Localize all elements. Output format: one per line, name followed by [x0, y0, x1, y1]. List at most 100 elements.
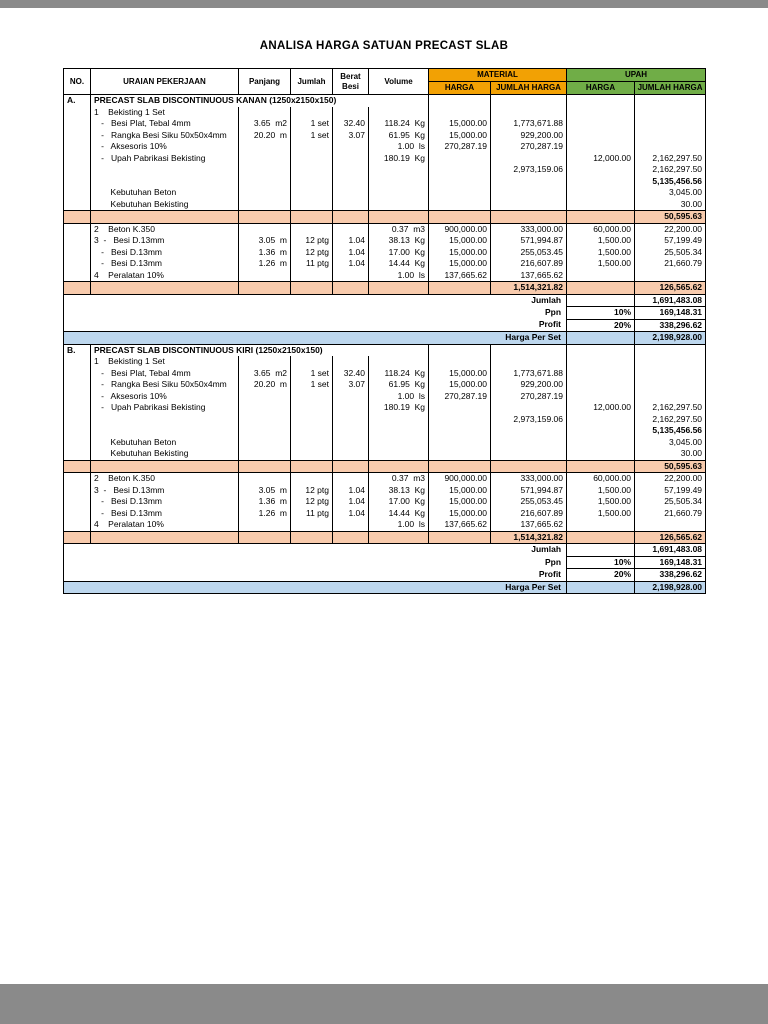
table-row: - Besi D.13mm 1.26 m 11 ptg 1.04 14.44 Kg 15,… [63, 258, 707, 270]
cell-upah-jumlah-harga: 3,045.00 [634, 436, 707, 448]
cell-no [63, 198, 91, 211]
table-row: 5,135,456.56 [63, 425, 707, 437]
cell-upah-jumlah-harga: 2,162,297.50 [634, 152, 707, 164]
cell-berat-besi: 1.04 [332, 484, 369, 496]
cell-upah-jumlah-harga [634, 344, 707, 356]
table-row: - Upah Pabrikasi Bekisting 180.19 Kg 12,00… [63, 402, 707, 414]
cell-upah-jumlah-harga: 5,135,456.56 [634, 425, 707, 437]
cell-panjang [238, 269, 291, 282]
cell-upah-jumlah-harga [634, 379, 707, 391]
cell-material-jumlah-harga [489, 106, 568, 118]
cell-uraian: Kebutuhan Beton [90, 187, 239, 199]
cell-upah-harga [566, 175, 636, 187]
cell-material-harga [428, 281, 491, 295]
table-row: 4 Peralatan 10% 1.00 ls 137,665.62 137,665.… [63, 269, 707, 282]
cell-panjang: 20.20 m [238, 379, 291, 391]
col-header-material: MATERIAL [427, 68, 568, 82]
cell-berat-besi [332, 519, 369, 531]
document-page: ANALISA HARGA SATUAN PRECAST SLAB NO. UR… [0, 8, 768, 984]
cell-material-jumlah-harga: 929,200.00 [489, 129, 568, 141]
summary-percent: 10% [566, 555, 636, 569]
cell-volume: 1.00 ls [368, 519, 429, 531]
cell-upah-harga: 60,000.00 [566, 472, 636, 485]
cell-panjang [238, 390, 291, 402]
cell-upah-jumlah-harga: 22,200.00 [634, 223, 707, 235]
summary-row: Harga Per Set 2,198,928.00 [62, 580, 707, 594]
cell-upah-jumlah-harga [634, 141, 707, 153]
cell-material-harga: 15,000.00 [428, 379, 491, 391]
cell-volume [368, 281, 429, 295]
cell-upah-harga: 1,500.00 [566, 258, 636, 270]
cell-material-jumlah-harga: 571,994.87 [489, 484, 568, 496]
cell-upah-jumlah-harga [634, 106, 707, 118]
cell-no [63, 425, 91, 437]
cell-berat-besi [332, 187, 369, 199]
cell-material-harga [428, 152, 491, 164]
table-row: Kebutuhan Bekisting 30.00 [63, 198, 707, 211]
cell-material-jumlah-harga: 571,994.87 [489, 235, 568, 247]
cell-berat-besi [332, 413, 369, 425]
cell-no [63, 379, 91, 391]
cell-upah-harga [566, 413, 636, 425]
cell-upah-harga [566, 344, 636, 356]
summary-label: Ppn [62, 556, 568, 569]
cell-panjang [238, 530, 291, 544]
cell-uraian [90, 425, 239, 437]
section-header-row: A. PRECAST SLAB DISCONTINUOUS KANAN (1250… [63, 94, 707, 107]
summary-percent [566, 543, 636, 557]
cell-jumlah: 1 set [290, 367, 333, 379]
cell-upah-jumlah-harga [634, 269, 707, 282]
cell-material-jumlah-harga: 137,665.62 [489, 519, 568, 531]
cell-material-jumlah-harga [489, 175, 568, 187]
cell-panjang: 1.26 m [238, 507, 291, 519]
cell-panjang [238, 448, 291, 460]
cell-jumlah [290, 187, 333, 199]
cell-uraian: 2 Beton K.350 [90, 223, 239, 235]
cell-uraian: 4 Peralatan 10% [90, 519, 239, 531]
cell-berat-besi: 1.04 [332, 496, 369, 508]
cell-panjang [238, 141, 291, 153]
cell-material-harga: 270,287.19 [428, 390, 491, 402]
summary-value: 1,691,483.08 [634, 293, 707, 307]
cell-material-jumlah-harga [489, 152, 568, 164]
cell-upah-harga: 1,500.00 [566, 246, 636, 258]
col-header-panjang: Panjang [238, 68, 291, 95]
cell-volume [368, 106, 429, 118]
cell-uraian: 2 Beton K.350 [90, 472, 239, 485]
cell-upah-harga: 1,500.00 [566, 496, 636, 508]
cell-berat-besi [332, 210, 369, 224]
cell-no [63, 258, 91, 270]
cell-no [63, 223, 91, 235]
cell-panjang [238, 210, 291, 224]
cell-panjang [238, 402, 291, 414]
cell-berat-besi: 1.04 [332, 507, 369, 519]
cell-uraian: - Besi Plat, Tebal 4mm [90, 367, 239, 379]
cell-upah-harga [566, 164, 636, 176]
cell-berat-besi [332, 356, 369, 368]
cell-jumlah [290, 448, 333, 460]
cell-material-jumlah-harga: 929,200.00 [489, 379, 568, 391]
cell-upah-harga [566, 198, 636, 211]
col-header-upah: UPAH [566, 68, 707, 82]
cell-upah-harga [566, 141, 636, 153]
cell-material-harga [428, 94, 491, 107]
cell-berat-besi [332, 459, 369, 473]
cell-jumlah [290, 425, 333, 437]
summary-value: 2,198,928.00 [634, 580, 707, 594]
cell-no [63, 246, 91, 258]
cell-volume: 118.24 Kg [368, 118, 429, 130]
cell-uraian [90, 413, 239, 425]
cell-upah-harga: 1,500.00 [566, 507, 636, 519]
cell-panjang: 3.05 m [238, 235, 291, 247]
cell-material-harga: 137,665.62 [428, 269, 491, 282]
cell-volume: 17.00 Kg [368, 246, 429, 258]
cell-jumlah [290, 164, 333, 176]
cell-jumlah: 11 ptg [290, 507, 333, 519]
cell-berat-besi [332, 425, 369, 437]
cell-material-jumlah-harga: 270,287.19 [489, 390, 568, 402]
cell-material-jumlah-harga [489, 448, 568, 460]
cell-panjang [238, 356, 291, 368]
cell-panjang [238, 281, 291, 295]
cell-upah-jumlah-harga: 2,162,297.50 [634, 164, 707, 176]
cell-berat-besi: 1.04 [332, 246, 369, 258]
